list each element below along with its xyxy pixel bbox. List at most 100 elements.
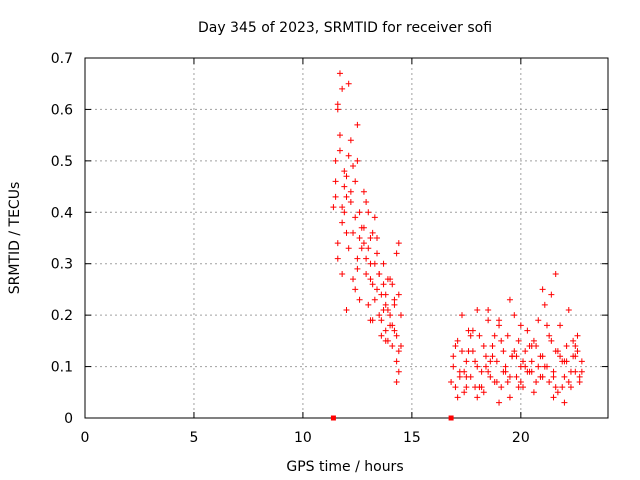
data-point [469, 327, 476, 334]
data-point [513, 373, 520, 380]
data-point [563, 343, 570, 349]
data-point [339, 219, 346, 226]
data-point [572, 343, 579, 349]
data-point [345, 152, 352, 159]
data-point [533, 379, 540, 385]
y-tick-label: 0.2 [51, 308, 73, 324]
data-point [352, 178, 359, 185]
x-tick-label: 20 [512, 430, 530, 446]
data-point [578, 358, 585, 365]
data-point [367, 276, 374, 283]
data-point [334, 240, 341, 247]
data-point [382, 291, 389, 298]
data-point [476, 332, 483, 339]
data-point [380, 260, 387, 267]
data-point [517, 322, 524, 329]
data-point [528, 358, 535, 365]
data-point [354, 157, 361, 164]
data-point [487, 358, 494, 365]
data-point [395, 240, 402, 247]
data-point [395, 291, 402, 298]
data-point [345, 80, 352, 87]
data-point [391, 327, 398, 334]
data-point [339, 85, 346, 92]
data-point [482, 363, 489, 370]
x-tick-label: 15 [403, 430, 421, 446]
data-point [330, 204, 337, 211]
x-tick-label: 5 [189, 430, 198, 446]
data-point [363, 271, 370, 277]
data-point [382, 327, 389, 334]
data-point [458, 312, 465, 319]
data-point [365, 209, 372, 216]
data-point [387, 312, 394, 319]
data-point [574, 332, 581, 339]
data-point [461, 389, 468, 396]
data-point [369, 229, 376, 236]
data-point [378, 317, 385, 324]
data-point [389, 281, 396, 288]
data-point [395, 368, 402, 375]
data-point [511, 348, 518, 355]
data-point [384, 276, 391, 283]
data-point [485, 317, 492, 324]
data-point [493, 358, 500, 365]
y-axis-label: SRMTID / TECUs [7, 182, 23, 295]
data-point [498, 384, 505, 391]
data-point [393, 332, 400, 339]
data-point [489, 353, 496, 360]
data-point [339, 204, 346, 211]
plot-frame [84, 57, 609, 419]
data-point [557, 322, 564, 329]
data-point [393, 250, 400, 257]
data-point [559, 384, 566, 391]
data-point [352, 214, 359, 221]
data-point [478, 368, 485, 375]
data-point [354, 265, 361, 272]
data-point [489, 343, 496, 349]
data-point [465, 348, 472, 355]
data-point [365, 245, 372, 252]
data-point [391, 301, 398, 308]
data-point [463, 373, 470, 380]
data-point [376, 312, 383, 319]
data-point [334, 101, 341, 108]
data-point [345, 245, 352, 252]
data-point [336, 147, 343, 154]
data-point [524, 327, 531, 334]
y-tick-label: 0.5 [51, 154, 73, 170]
data-point [493, 379, 500, 385]
data-point [561, 373, 568, 380]
data-point [336, 132, 343, 139]
data-point [350, 163, 357, 169]
data-point [378, 332, 385, 339]
data-point [463, 384, 470, 391]
data-point [530, 389, 537, 396]
data-point [535, 317, 542, 324]
data-point [506, 394, 513, 401]
y-tick-label: 0 [64, 411, 73, 427]
data-point [332, 157, 339, 164]
x-tick-label: 10 [294, 430, 312, 446]
data-point [371, 296, 378, 303]
data-point [496, 399, 503, 406]
data-point [517, 379, 524, 385]
data-point [389, 343, 396, 349]
data-point [365, 301, 372, 308]
data-point [380, 281, 387, 288]
ticks: 0 5 10 15 20 0 0.1 0.2 0.3 0.4 0.5 0.6 0.7 [51, 51, 608, 446]
data-point [382, 337, 389, 344]
data-point [458, 348, 465, 355]
data-point [496, 317, 503, 324]
data-point [554, 348, 561, 355]
data-point [463, 358, 470, 365]
data-point [356, 296, 363, 303]
data-point [552, 271, 559, 277]
data-point [341, 183, 348, 190]
data-point [354, 255, 361, 262]
data-point [454, 337, 461, 344]
data-point [548, 291, 555, 298]
data-point [474, 307, 481, 313]
data-point [360, 240, 367, 247]
